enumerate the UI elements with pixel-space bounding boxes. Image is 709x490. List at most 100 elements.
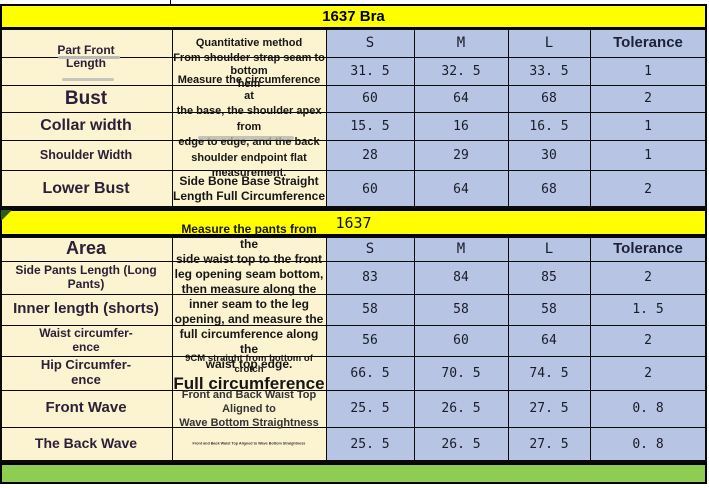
- col-header-l: L: [544, 34, 554, 51]
- grid-line: [0, 28, 2, 208]
- bra-title-bar: 1637 Bra: [0, 4, 707, 29]
- value-lowerbust-m: 64: [453, 181, 469, 197]
- row-label-waist: Waist circumfer- ence: [39, 326, 133, 354]
- value-bust-m: 64: [453, 91, 469, 106]
- value-collar-s: 15. 5: [350, 118, 390, 134]
- row-label-lower-bust: Lower Bust: [42, 180, 130, 198]
- pants-label-columns-bg: [0, 236, 326, 462]
- pants-title: 1637: [335, 213, 372, 232]
- smudge-artifact: [58, 56, 120, 59]
- grid-line: [326, 236, 327, 462]
- method-bust-collar-shoulder: Measure the circumference at the base, t…: [176, 74, 322, 180]
- green-corner-triangle: [1, 210, 12, 221]
- smudge-artifact: [198, 136, 294, 140]
- value-bust-l: 68: [541, 91, 557, 106]
- grid-line: [0, 170, 707, 171]
- pants-title-bar: 1637: [0, 209, 707, 236]
- value-waist-s: 56: [362, 333, 378, 348]
- value-hip-l: 74. 5: [529, 365, 569, 381]
- row-label-part-front-length: Part Front Length: [0, 29, 172, 85]
- value-sidepants-m: 84: [453, 270, 469, 285]
- footer-bar: [0, 463, 707, 484]
- grid-line: [172, 28, 173, 208]
- grid-line: [0, 427, 707, 428]
- value-length-m: 32. 5: [441, 63, 481, 79]
- grid-line: [705, 28, 707, 208]
- grid-line: [705, 236, 707, 462]
- row-label-hip: Hip Circumfer- ence: [40, 357, 132, 387]
- value-hip-m: 70. 5: [441, 365, 481, 381]
- value-backwave-l: 27. 5: [529, 436, 569, 452]
- value-shoulder-m: 29: [453, 147, 469, 163]
- grid-line: [0, 294, 707, 295]
- pants-value-columns-bg: [326, 236, 706, 462]
- value-length-l: 33. 5: [529, 63, 569, 79]
- value-inner-m: 58: [453, 302, 469, 317]
- method-lower-bust: Side Bone Base Straight Length Full Circ…: [172, 174, 326, 203]
- bra-title: 1637 Bra: [322, 8, 385, 25]
- value-backwave-m: 26. 5: [441, 436, 481, 452]
- value-waist-tol: 2: [644, 333, 652, 348]
- col-header-tolerance-2: Tolerance: [613, 240, 683, 257]
- value-bust-s: 60: [362, 91, 378, 106]
- row-label-back-wave: The Back Wave: [34, 435, 138, 452]
- value-collar-l: 16. 5: [529, 118, 569, 134]
- grid-line: [508, 236, 509, 462]
- value-collar-m: 16: [453, 118, 469, 134]
- value-waist-l: 64: [541, 333, 557, 348]
- value-frontwave-tol: 0. 8: [632, 401, 664, 416]
- col-header-s: S: [365, 34, 375, 51]
- grid-line: [0, 206, 707, 209]
- value-bust-tol: 2: [644, 91, 652, 106]
- grid-line: [590, 28, 591, 208]
- value-hip-s: 66. 5: [350, 365, 390, 381]
- border-tick: [170, 0, 171, 4]
- value-shoulder-tol: 1: [644, 147, 652, 163]
- value-frontwave-m: 26. 5: [441, 401, 481, 416]
- length-label: Length: [66, 56, 106, 70]
- col-header-m-2: M: [456, 240, 466, 257]
- grid-line: [0, 460, 707, 463]
- grid-line: [414, 28, 415, 208]
- grid-line: [590, 236, 591, 462]
- grid-line: [0, 261, 707, 262]
- grid-line: [0, 140, 707, 141]
- part-front-label: Part Front: [57, 42, 115, 57]
- col-header-s-2: S: [365, 240, 375, 257]
- value-backwave-s: 25. 5: [350, 436, 390, 452]
- grid-line: [0, 236, 2, 462]
- grid-line: [0, 112, 707, 113]
- grid-line: [508, 28, 509, 208]
- value-frontwave-s: 25. 5: [350, 401, 390, 416]
- row-label-bust: Bust: [64, 87, 108, 109]
- row-label-collar-width: Collar width: [40, 117, 132, 135]
- method-pants-shared: Measure the pants from the side waist to…: [174, 222, 324, 371]
- col-header-m: M: [456, 34, 466, 51]
- value-shoulder-s: 28: [362, 147, 378, 163]
- bra-value-columns-bg: [326, 28, 706, 208]
- method-front-wave: Front and Back Waist Top Aligned to Wave…: [179, 388, 319, 429]
- method-hip: 9CM straight from bottom of crotch Full …: [173, 353, 325, 393]
- grid-line: [0, 325, 707, 326]
- value-lowerbust-s: 60: [362, 181, 378, 197]
- value-sidepants-l: 85: [541, 270, 557, 285]
- row-label-front-wave: Front Wave: [45, 399, 127, 417]
- row-label-area: Area: [65, 238, 107, 259]
- value-collar-tol: 1: [644, 118, 652, 134]
- grid-line: [0, 356, 707, 357]
- value-backwave-tol: 0. 8: [632, 436, 664, 452]
- method-front-length: From shoulder strap seam to bottom hem: [173, 51, 325, 90]
- value-length-tol: 1: [644, 63, 652, 79]
- value-hip-tol: 2: [644, 365, 652, 381]
- grid-line: [0, 236, 707, 238]
- method-back-wave: Front and Back Waist Top Aligned to Wave…: [192, 442, 306, 446]
- grid-line: [0, 390, 707, 391]
- grid-line: [0, 85, 707, 86]
- value-shoulder-l: 30: [541, 147, 557, 163]
- method-column-header: Quantitative method: [195, 36, 303, 49]
- value-frontwave-l: 27. 5: [529, 401, 569, 416]
- col-header-tolerance: Tolerance: [613, 34, 683, 51]
- value-waist-m: 60: [453, 333, 469, 348]
- row-label-shoulder-width: Shoulder Width: [39, 148, 133, 162]
